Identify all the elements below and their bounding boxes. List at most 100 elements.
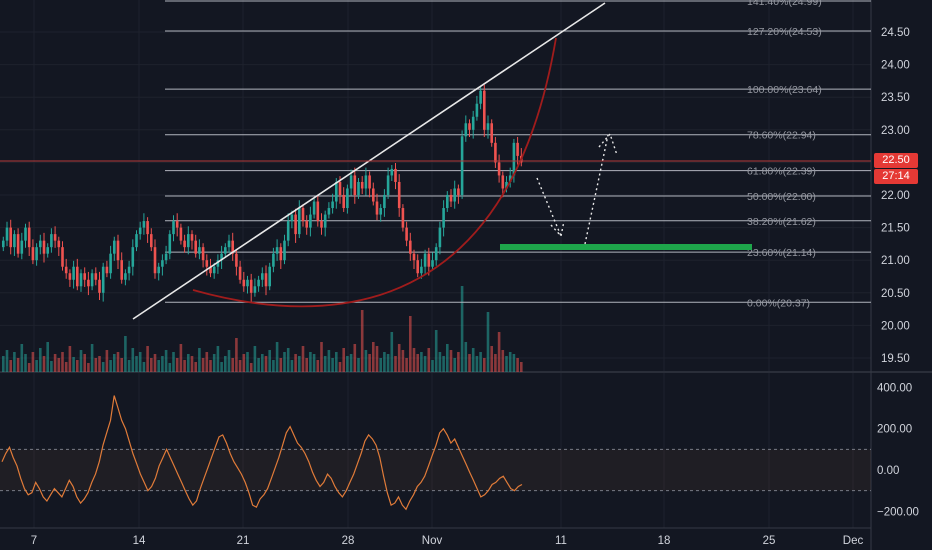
volume-bar: [316, 360, 320, 372]
candle-body: [79, 273, 83, 287]
candle-body: [179, 227, 183, 241]
time-tick-label: 18: [658, 535, 671, 547]
volume-bar: [327, 350, 331, 372]
volume-bar: [309, 352, 312, 372]
volume-bar: [383, 352, 386, 372]
candle-body: [168, 234, 172, 254]
volume-bar: [98, 356, 101, 372]
volume-bar: [175, 358, 179, 372]
fib-level-label: 61.80%(22.39): [747, 166, 816, 178]
volume-bar: [460, 286, 464, 372]
candle-body: [2, 240, 5, 248]
volume-bar: [61, 352, 64, 372]
volume-bar: [131, 348, 135, 372]
volume-bar: [187, 354, 190, 372]
candle-body: [116, 240, 120, 261]
candle-body: [409, 240, 412, 254]
volume-bar: [390, 332, 394, 372]
volume-bar: [446, 344, 449, 372]
projection-arrows-drawing[interactable]: [536, 132, 618, 245]
volume-bar: [360, 310, 364, 372]
candle-body: [401, 208, 405, 228]
volume-bar: [290, 360, 294, 372]
down-arrow-path: [536, 177, 562, 237]
support-zone-drawing[interactable]: [500, 244, 752, 250]
candle-body: [13, 234, 16, 248]
fibonacci-levels[interactable]: 0.00%(20.37) 23.60%(21.14) 38.20%(21.62) 50…: [165, 0, 871, 309]
volume-bar: [305, 358, 308, 372]
time-axis[interactable]: 7 14 21 28 Nov 11 18 25 Dec: [31, 535, 864, 547]
volume-bar: [379, 358, 382, 372]
candle-body: [153, 247, 157, 274]
candle-body: [127, 266, 131, 274]
candlestick-series: [2, 84, 523, 302]
volume-bar: [409, 316, 412, 372]
volume-bar: [483, 358, 486, 372]
candle-body: [508, 175, 512, 182]
candle-body: [124, 273, 127, 280]
candle-body: [464, 123, 468, 137]
volume-bar: [394, 356, 397, 372]
candle-body: [390, 168, 394, 176]
candle-body: [375, 201, 379, 215]
candle-body: [494, 142, 497, 163]
volume-bar: [249, 363, 253, 372]
fib-level-label: 50.00%(22.00): [747, 191, 816, 203]
fib-level-label: 0.00%(20.37): [747, 297, 810, 309]
volume-bar: [13, 352, 16, 372]
candle-body: [431, 260, 434, 267]
volume-bar: [216, 346, 220, 372]
candle-body: [434, 247, 438, 261]
volume-bar: [168, 363, 172, 372]
volume-bar: [479, 352, 482, 372]
volume-bar: [27, 363, 31, 372]
volume-bar: [79, 350, 83, 372]
candle-body: [146, 221, 149, 235]
candle-body: [187, 234, 190, 248]
candle-body: [46, 247, 49, 254]
oscillator-pane[interactable]: [0, 395, 871, 511]
price-tick-label: 24.00: [881, 60, 910, 72]
volume-bar: [449, 350, 453, 372]
volume-bar: [261, 354, 264, 372]
fib-level-label: 100.00%(23.64): [747, 84, 822, 96]
time-tick-label: 28: [342, 535, 355, 547]
candle-body: [449, 195, 453, 202]
candle-body: [87, 279, 90, 287]
volume-bar: [164, 350, 168, 372]
candle-body: [39, 240, 42, 248]
price-tick-label: 19.50: [881, 353, 910, 365]
volume-bar: [312, 354, 316, 372]
volume-bar: [127, 360, 131, 372]
candle-body: [242, 279, 246, 287]
candle-body: [372, 188, 375, 202]
candle-body: [360, 181, 364, 189]
candle-body: [460, 136, 464, 195]
candle-body: [275, 247, 279, 254]
candle-body: [198, 247, 201, 254]
candle-body: [512, 142, 516, 176]
candle-body: [50, 234, 53, 248]
volume-bar: [516, 358, 519, 372]
arc-curve-drawing[interactable]: [192, 37, 557, 308]
candle-body: [216, 260, 220, 267]
volume-bar: [505, 356, 508, 372]
volume-bar: [138, 352, 142, 372]
candle-body: [323, 214, 327, 228]
fib-level-label: 38.20%(21.62): [747, 216, 816, 228]
volume-bar: [346, 356, 349, 372]
volume-bar: [157, 360, 160, 372]
candle-body: [120, 260, 123, 280]
candle-body: [349, 175, 353, 189]
candle-body: [257, 279, 260, 287]
candle-body: [305, 221, 308, 228]
volume-bar: [5, 350, 9, 372]
volume-bar: [438, 352, 442, 372]
candle-body: [397, 181, 401, 209]
candle-body: [405, 227, 408, 241]
volume-bar: [294, 354, 297, 372]
oscillator-axis[interactable]: 400.00 200.00 0.00 −200.00: [877, 382, 919, 518]
candle-body: [412, 253, 416, 261]
volume-bar: [279, 358, 283, 372]
